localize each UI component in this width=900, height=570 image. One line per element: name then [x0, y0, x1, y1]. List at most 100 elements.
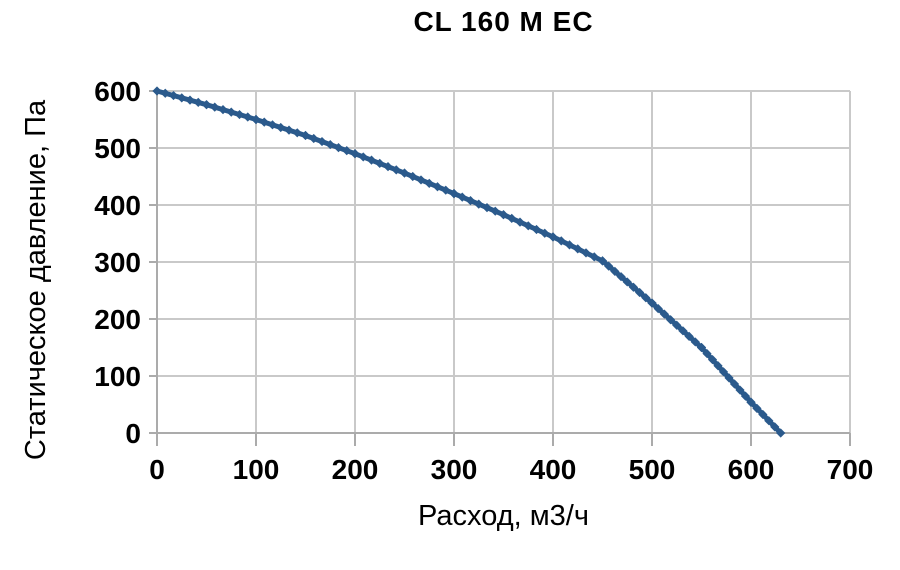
series-marker — [350, 149, 360, 159]
series-marker — [465, 196, 476, 206]
series-marker — [776, 428, 786, 438]
x-tick-label: 400 — [530, 454, 577, 485]
series-marker — [713, 361, 723, 371]
series-marker — [399, 168, 410, 178]
series-marker — [746, 397, 756, 407]
series-marker — [243, 112, 253, 122]
series-marker — [531, 224, 542, 235]
series-marker — [672, 320, 682, 330]
series-marker — [758, 409, 768, 420]
series-marker — [441, 185, 451, 195]
series-marker — [317, 136, 327, 147]
series-marker — [515, 217, 525, 227]
series-marker — [628, 282, 639, 292]
y-tick-label: 100 — [94, 361, 141, 392]
chart-title: CL 160 M EC — [413, 6, 594, 37]
series-marker — [168, 90, 179, 101]
series-marker — [597, 256, 608, 266]
series-marker — [432, 182, 443, 192]
series-marker — [635, 287, 645, 298]
series-marker — [177, 93, 187, 103]
series-marker — [482, 203, 492, 213]
series-marker — [718, 367, 729, 377]
series-marker — [391, 165, 401, 175]
series-marker — [210, 102, 220, 112]
series-marker — [375, 158, 385, 168]
series-marker — [267, 120, 278, 130]
series-marker — [684, 331, 694, 341]
x-tick-label: 300 — [431, 454, 478, 485]
series-marker — [300, 130, 311, 141]
y-tick-label: 0 — [125, 418, 141, 449]
x-tick-label: 100 — [233, 454, 280, 485]
series-marker — [678, 326, 688, 336]
series-marker — [735, 385, 745, 395]
series-marker — [752, 403, 762, 413]
series-marker — [622, 277, 632, 287]
x-tick-label: 200 — [332, 454, 379, 485]
x-axis-title: Расход, м3/ч — [418, 500, 589, 532]
series-marker — [342, 146, 352, 156]
series-marker — [152, 86, 162, 96]
series-marker — [416, 175, 426, 185]
series-marker — [641, 293, 651, 303]
series-marker — [185, 95, 195, 105]
series-marker — [556, 236, 566, 246]
series-marker — [770, 422, 780, 432]
y-tick-label: 300 — [94, 247, 141, 278]
series-marker — [498, 210, 509, 220]
series-marker — [424, 178, 434, 188]
x-tick-label: 0 — [149, 454, 165, 485]
series-marker — [659, 309, 669, 319]
x-tick-label: 700 — [827, 454, 874, 485]
y-tick-label: 500 — [94, 133, 141, 164]
series-marker — [259, 117, 269, 127]
series-marker — [201, 100, 212, 110]
series-marker — [276, 122, 286, 133]
series-marker — [226, 107, 236, 117]
tick-marks: 0 100 200 300 400 500 600 700 0 100 200 300 400 500 60… — [94, 76, 873, 485]
series-marker — [366, 155, 377, 165]
series-marker — [573, 244, 583, 254]
series-curve — [152, 86, 786, 438]
series-marker — [218, 105, 228, 115]
series-marker — [292, 128, 302, 138]
y-tick-label: 400 — [94, 190, 141, 221]
series-marker — [408, 171, 418, 182]
series-marker — [702, 348, 712, 359]
series-marker — [474, 199, 484, 209]
y-tick-label: 600 — [94, 76, 141, 107]
series-marker — [647, 298, 657, 308]
series-marker — [358, 152, 368, 162]
series-marker — [696, 342, 707, 353]
x-tick-label: 600 — [728, 454, 775, 485]
series-marker — [193, 97, 203, 107]
series-marker — [690, 337, 700, 347]
series-marker — [581, 248, 591, 258]
series-marker — [616, 272, 626, 282]
series-marker — [610, 266, 620, 277]
series-marker — [665, 315, 676, 325]
series-marker — [540, 228, 550, 238]
series-marker — [333, 143, 344, 153]
grid-lines — [156, 90, 851, 434]
series-marker — [707, 355, 718, 365]
series-marker — [383, 162, 393, 172]
series-marker — [724, 373, 734, 383]
series-marker — [284, 125, 294, 135]
series-marker — [740, 391, 751, 401]
series-marker — [729, 379, 740, 389]
y-tick-label: 200 — [94, 304, 141, 335]
series-marker — [548, 232, 558, 242]
x-tick-label: 500 — [629, 454, 676, 485]
series-marker — [457, 192, 467, 202]
series-marker — [234, 109, 245, 120]
series-marker — [523, 221, 533, 231]
series-marker — [507, 213, 517, 223]
series-marker — [653, 303, 663, 314]
series-marker — [490, 206, 500, 216]
series-marker — [309, 133, 319, 144]
series-marker — [589, 252, 599, 262]
series-marker — [325, 139, 335, 150]
